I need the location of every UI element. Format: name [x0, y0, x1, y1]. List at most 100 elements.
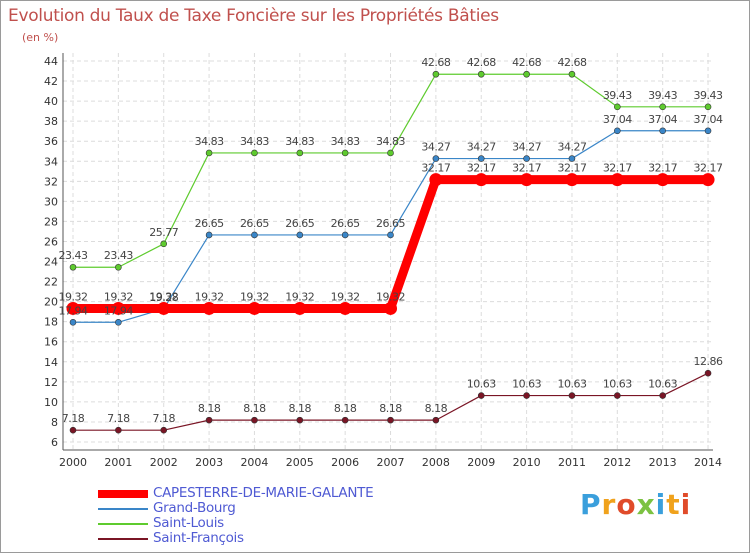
data-point [205, 416, 213, 424]
data-label: 19.32 [376, 290, 405, 303]
logo-letter: r [601, 488, 617, 521]
data-label: 19.32 [195, 290, 224, 303]
data-point [474, 173, 488, 187]
data-label: 8.18 [198, 402, 221, 415]
data-point [656, 173, 670, 187]
y-tick-label: 12 [44, 376, 58, 389]
data-point [565, 173, 579, 187]
data-point [205, 149, 213, 157]
y-tick-label: 14 [44, 356, 58, 369]
x-tick-label: 2002 [150, 456, 178, 469]
data-label: 39.43 [603, 89, 632, 102]
data-label: 32.17 [603, 162, 632, 175]
data-label: 37.04 [694, 113, 723, 126]
data-label: 39.43 [694, 89, 723, 102]
data-label: 19.32 [59, 290, 88, 303]
data-label: 8.18 [243, 402, 266, 415]
data-point [429, 173, 443, 187]
data-label: 7.18 [107, 412, 130, 425]
y-tick-label: 38 [44, 115, 58, 128]
data-point [610, 173, 624, 187]
data-point [157, 301, 171, 315]
x-tick-label: 2014 [694, 456, 722, 469]
y-tick-label: 10 [44, 396, 58, 409]
data-label: 34.83 [195, 135, 224, 148]
data-label: 8.18 [289, 402, 312, 415]
data-point [568, 155, 576, 162]
y-tick-label: 18 [44, 316, 58, 329]
legend-label: Saint-François [153, 530, 244, 546]
data-point [251, 416, 258, 424]
data-point [66, 301, 80, 315]
data-label: 10.63 [648, 378, 677, 391]
data-label: 19.32 [331, 290, 360, 303]
data-label: 37.04 [648, 113, 677, 126]
data-point [338, 301, 352, 315]
x-tick-label: 2003 [195, 456, 223, 469]
y-tick-label: 34 [44, 155, 58, 168]
data-point [704, 103, 712, 111]
data-point [247, 301, 261, 315]
data-label: 17.94 [59, 304, 88, 317]
data-label: 39.43 [648, 89, 677, 102]
data-point [432, 155, 440, 162]
data-label: 42.68 [467, 56, 496, 69]
data-label: 23.43 [104, 249, 133, 262]
x-tick-label: 2007 [377, 456, 405, 469]
data-label: 34.27 [512, 141, 541, 154]
data-label: 42.68 [421, 56, 450, 69]
data-point [614, 103, 621, 111]
data-point [523, 70, 530, 78]
data-point [384, 301, 398, 315]
data-label: 32.17 [648, 162, 677, 175]
data-point [477, 155, 485, 162]
data-label: 19.32 [240, 290, 269, 303]
data-label: 23.43 [59, 249, 88, 262]
data-point [160, 240, 168, 248]
x-tick-label: 2009 [467, 456, 495, 469]
data-label: 10.63 [512, 378, 541, 391]
data-point [69, 426, 77, 434]
data-label: 8.18 [425, 402, 448, 415]
data-label: 8.18 [334, 402, 357, 415]
legend-swatch [98, 523, 148, 525]
x-tick-label: 2006 [331, 456, 359, 469]
data-label: 10.63 [467, 378, 496, 391]
y-tick-label: 22 [44, 276, 58, 289]
data-point [704, 369, 712, 377]
y-tick-label: 24 [44, 256, 58, 269]
data-point [477, 70, 485, 78]
logo-letter: i [680, 488, 692, 521]
data-point [115, 318, 122, 326]
data-point [341, 149, 349, 157]
x-tick-label: 2013 [649, 456, 677, 469]
y-tick-label: 6 [51, 436, 58, 449]
y-tick-label: 16 [44, 336, 58, 349]
data-point [387, 149, 394, 157]
data-point [111, 301, 125, 315]
data-point [614, 392, 621, 399]
legend-swatch [98, 508, 148, 510]
data-label: 26.65 [331, 217, 360, 230]
data-point [293, 301, 307, 315]
data-label: 19.32 [104, 290, 133, 303]
data-label: 32.17 [467, 162, 496, 175]
data-label: 32.17 [694, 162, 723, 175]
logo-letter: i [655, 488, 667, 521]
data-point [115, 263, 122, 271]
data-label: 26.65 [285, 217, 314, 230]
legend-label: Saint-Louis [153, 515, 224, 531]
legend-swatch [98, 538, 148, 540]
data-label: 34.27 [557, 141, 586, 154]
data-label: 17.94 [104, 304, 133, 317]
data-point [387, 416, 394, 424]
logo-letter: t [666, 488, 681, 521]
data-point [69, 263, 77, 271]
logo-letter: x [636, 488, 656, 521]
data-point [296, 149, 304, 157]
data-label: 12.86 [694, 355, 723, 368]
data-point [202, 301, 216, 315]
y-tick-label: 30 [44, 195, 58, 208]
data-point [432, 70, 440, 78]
y-tick-label: 42 [44, 75, 58, 88]
